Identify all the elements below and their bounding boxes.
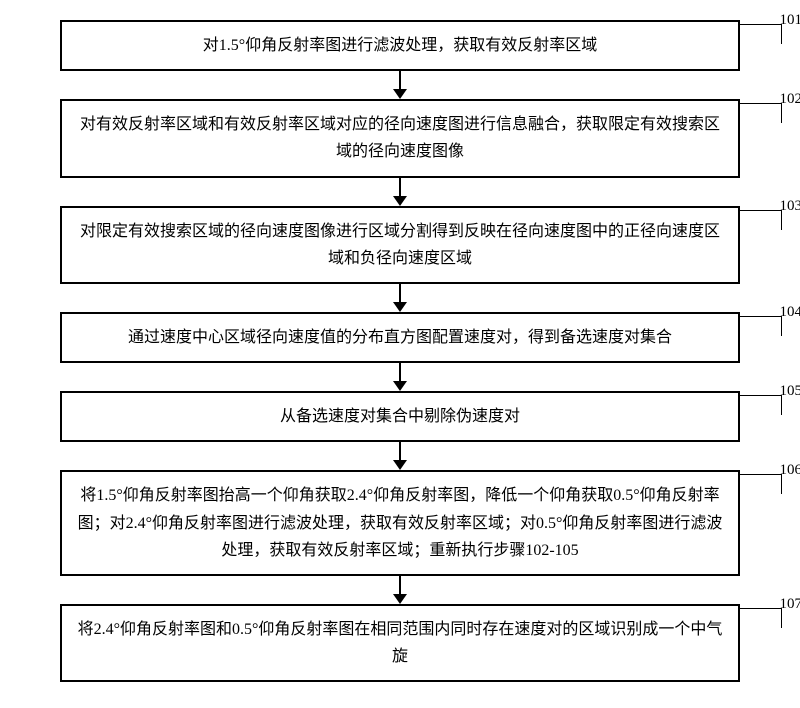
step-text: 对限定有效搜索区域的径向速度图像进行区域分割得到反映在径向速度图中的正径向速度区…	[80, 223, 720, 267]
step-label-text: 106	[780, 462, 800, 478]
step-label-text: 102	[780, 91, 800, 107]
step-102: 102 对有效反射率区域和有效反射率区域对应的径向速度图进行信息融合，获取限定有…	[60, 99, 740, 177]
step-label: 102	[780, 91, 800, 108]
step-105: 105 从备选速度对集合中剔除伪速度对	[60, 391, 740, 442]
label-connector	[740, 316, 782, 336]
label-connector	[740, 103, 782, 123]
step-label-text: 104	[780, 304, 800, 320]
step-box: 将1.5°仰角反射率图抬高一个仰角获取2.4°仰角反射率图，降低一个仰角获取0.…	[60, 470, 740, 576]
step-103: 103 对限定有效搜索区域的径向速度图像进行区域分割得到反映在径向速度图中的正径…	[60, 206, 740, 284]
step-label: 103	[780, 198, 800, 215]
label-connector	[740, 24, 782, 44]
arrow	[393, 442, 407, 470]
step-label: 106	[780, 462, 800, 479]
step-label-text: 101	[780, 12, 800, 28]
step-box: 对限定有效搜索区域的径向速度图像进行区域分割得到反映在径向速度图中的正径向速度区…	[60, 206, 740, 284]
step-box: 对1.5°仰角反射率图进行滤波处理，获取有效反射率区域	[60, 20, 740, 71]
step-107: 107 将2.4°仰角反射率图和0.5°仰角反射率图在相同范围内同时存在速度对的…	[60, 604, 740, 682]
step-label-text: 103	[780, 198, 800, 214]
step-101: 101 对1.5°仰角反射率图进行滤波处理，获取有效反射率区域	[60, 20, 740, 71]
label-connector	[740, 608, 782, 628]
step-label-text: 105	[780, 383, 800, 399]
label-connector	[740, 474, 782, 494]
step-text: 将1.5°仰角反射率图抬高一个仰角获取2.4°仰角反射率图，降低一个仰角获取0.…	[78, 487, 723, 558]
step-box: 从备选速度对集合中剔除伪速度对	[60, 391, 740, 442]
label-connector	[740, 210, 782, 230]
step-106: 106 将1.5°仰角反射率图抬高一个仰角获取2.4°仰角反射率图，降低一个仰角…	[60, 470, 740, 576]
arrow	[393, 576, 407, 604]
arrow	[393, 363, 407, 391]
flowchart-container: 101 对1.5°仰角反射率图进行滤波处理，获取有效反射率区域 102 对有效反…	[20, 20, 780, 682]
step-label: 107	[780, 596, 800, 613]
step-label: 104	[780, 304, 800, 321]
step-text: 从备选速度对集合中剔除伪速度对	[280, 408, 520, 425]
step-text: 将2.4°仰角反射率图和0.5°仰角反射率图在相同范围内同时存在速度对的区域识别…	[78, 621, 723, 665]
arrow	[393, 284, 407, 312]
step-text: 对1.5°仰角反射率图进行滤波处理，获取有效反射率区域	[203, 37, 597, 54]
step-box: 将2.4°仰角反射率图和0.5°仰角反射率图在相同范围内同时存在速度对的区域识别…	[60, 604, 740, 682]
step-text: 通过速度中心区域径向速度值的分布直方图配置速度对，得到备选速度对集合	[128, 329, 672, 346]
step-label: 105	[780, 383, 800, 400]
arrow	[393, 178, 407, 206]
step-label: 101	[780, 12, 800, 29]
label-connector	[740, 395, 782, 415]
step-104: 104 通过速度中心区域径向速度值的分布直方图配置速度对，得到备选速度对集合	[60, 312, 740, 363]
step-label-text: 107	[780, 596, 800, 612]
step-text: 对有效反射率区域和有效反射率区域对应的径向速度图进行信息融合，获取限定有效搜索区…	[80, 116, 720, 160]
step-box: 对有效反射率区域和有效反射率区域对应的径向速度图进行信息融合，获取限定有效搜索区…	[60, 99, 740, 177]
arrow	[393, 71, 407, 99]
step-box: 通过速度中心区域径向速度值的分布直方图配置速度对，得到备选速度对集合	[60, 312, 740, 363]
